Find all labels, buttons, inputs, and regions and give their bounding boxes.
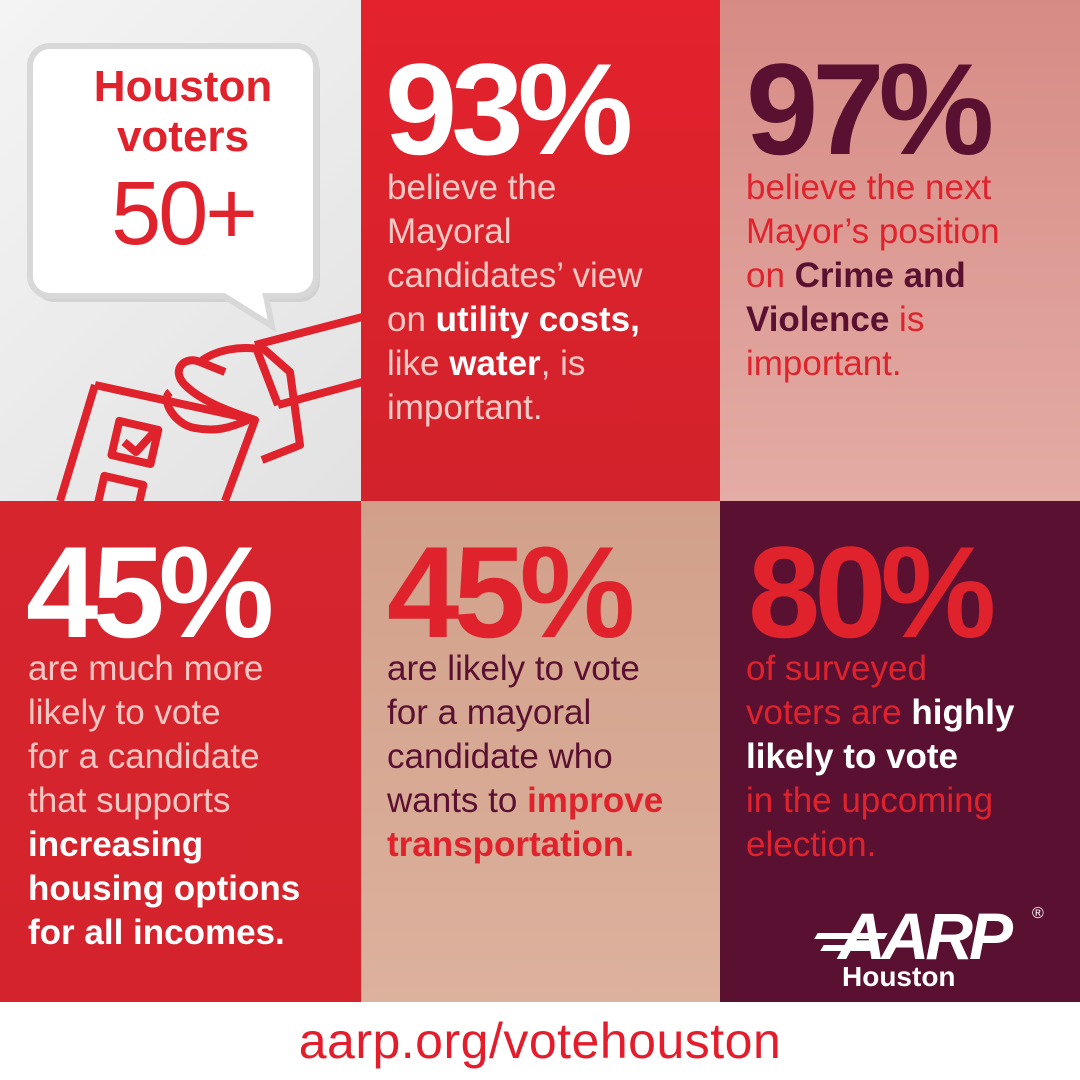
- ballot-hand-icon: [27, 43, 361, 501]
- aarp-logo-brand: AARP: [838, 899, 1013, 973]
- badge-line3: 50+: [111, 164, 258, 264]
- footer: aarp.org/votehouston: [0, 1002, 1080, 1080]
- stat-93-cell: 93% believe the Mayoral candidates’ view…: [361, 0, 720, 501]
- stat-97-cell: 97% believe the next Mayor’s position on…: [720, 0, 1080, 501]
- stat-80-text: of surveyed voters are highly likely to …: [746, 649, 1015, 864]
- stat-45-housing-percent: 45%: [26, 519, 274, 665]
- stat-80-percent: 80%: [748, 519, 996, 665]
- stat-45-housing-text: are much more likely to vote for a candi…: [28, 649, 301, 952]
- stat-97-text: believe the next Mayor’s position on Cri…: [746, 168, 1000, 383]
- badge-line1: Houston: [93, 62, 273, 111]
- badge-line2: voters: [116, 112, 250, 161]
- stat-97-percent: 97%: [746, 36, 994, 182]
- stat-93-text: believe the Mayoral candidates’ view on …: [387, 168, 643, 427]
- stat-93-percent: 93%: [385, 36, 633, 182]
- vote-houston-link[interactable]: aarp.org/votehouston: [298, 1013, 782, 1069]
- badge-cell: Houston voters 50+: [0, 0, 361, 501]
- aarp-logo: AARP ® Houston: [814, 899, 1056, 992]
- stat-45-transport-cell: 45% are likely to vote for a mayoral can…: [361, 501, 720, 1002]
- aarp-logo-registered: ®: [1032, 905, 1044, 922]
- stat-45-transport-text: are likely to vote for a mayoral candida…: [387, 649, 664, 864]
- stat-45-housing-cell: 45% are much more likely to vote for a c…: [0, 501, 361, 1002]
- infographic-grid: Houston voters 50+ 93% believe the Mayor…: [0, 0, 1080, 1002]
- stat-80-cell: 80% of surveyed voters are highly likely…: [720, 501, 1080, 1002]
- stat-45-transport-percent: 45%: [387, 519, 635, 665]
- aarp-logo-sub: Houston: [842, 961, 956, 992]
